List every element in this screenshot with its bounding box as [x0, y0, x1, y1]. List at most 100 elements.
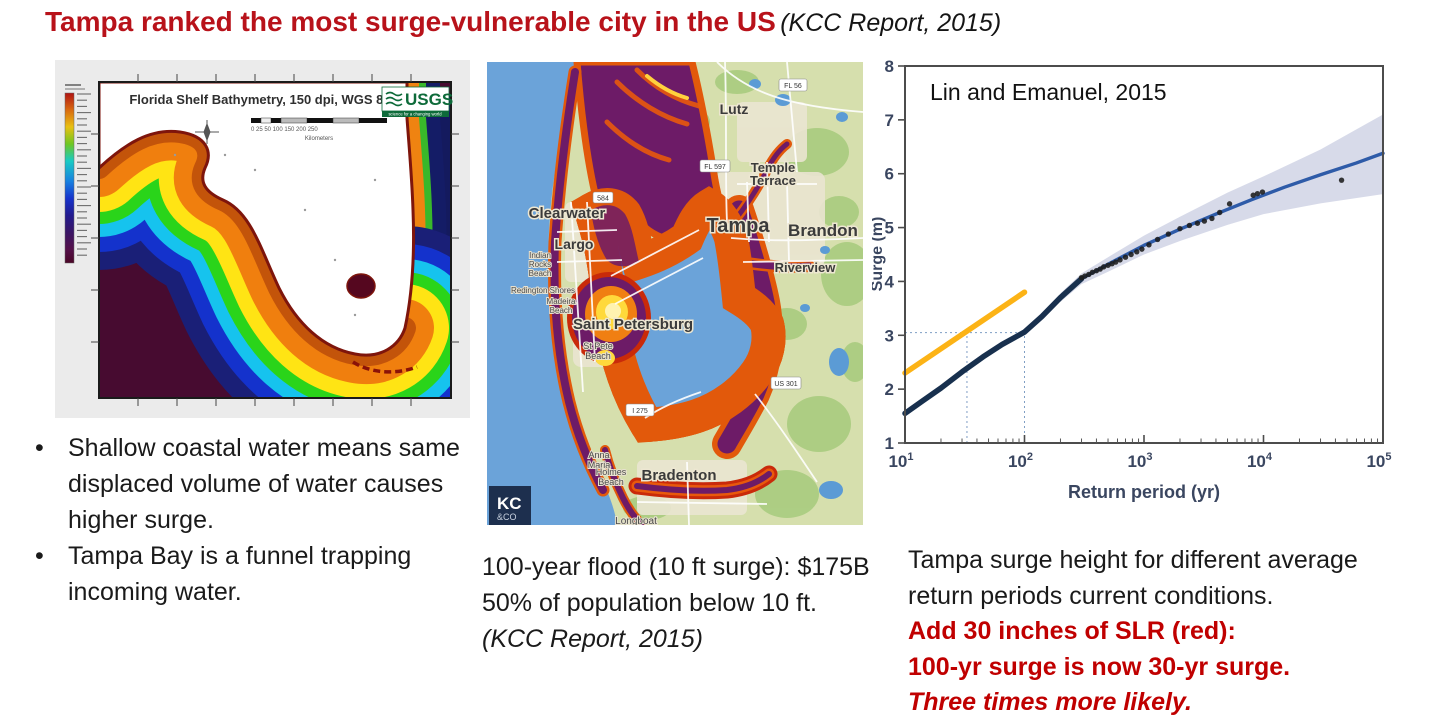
scale-label: Kilometers — [305, 136, 333, 142]
observation-point — [1259, 189, 1266, 195]
y-tick-label: 6 — [885, 165, 894, 184]
title-citation: (KCC Report, 2015) — [780, 9, 1001, 37]
observation-point — [1146, 242, 1152, 248]
city-label-longboat: Longboat — [615, 516, 657, 525]
observation-point — [1134, 249, 1140, 255]
surge-text-red1: Add 30 inches of SLR (red): — [908, 617, 1236, 645]
flood-caption: 100-year flood (10 ft surge): $175B 50% … — [482, 549, 870, 657]
observation-point — [1113, 259, 1119, 265]
bullet-icon: • — [35, 434, 44, 462]
observation-point — [1100, 264, 1107, 270]
confidence-band — [1060, 114, 1383, 302]
shield-fl584: 584 — [597, 196, 609, 203]
y-tick-label: 4 — [885, 272, 895, 291]
x-tick-label: 101 — [888, 451, 913, 471]
surge-text-block: Tampa surge height for different average… — [908, 543, 1428, 719]
road-shields: FL 56 FL 597 584 US 301 I 275 — [592, 78, 808, 417]
city-label-temple-2: Terrace — [750, 173, 796, 188]
surge-chart-panel: 1 2 3 4 5 6 7 8 101 102 103 104 105 Lin and Emanuel, … — [869, 48, 1429, 518]
usgs-logo: USGS science for a changing world — [381, 86, 453, 117]
observation-point — [1250, 192, 1256, 198]
observation-point — [1226, 201, 1233, 207]
usgs-tagline: science for a changing world — [388, 112, 442, 117]
city-label-tampa: Tampa — [707, 215, 771, 237]
observation-point — [1209, 215, 1215, 222]
x-tick-label: 104 — [1247, 451, 1273, 471]
bullet-icon: • — [35, 542, 44, 570]
surge-text-red3: Three times more likely. — [908, 688, 1192, 716]
observation-point — [1128, 251, 1134, 258]
city-label-lutz: Lutz — [720, 101, 749, 117]
y-tick-label: 8 — [885, 57, 894, 76]
depth-legend-labels — [77, 93, 91, 256]
x-tick-label: 102 — [1008, 451, 1033, 471]
city-labels: Lutz Temple Terrace Tampa Brandon Clearw… — [510, 100, 859, 529]
compass-icon — [195, 120, 219, 144]
y-tick-label: 3 — [885, 326, 894, 345]
y-tick-label: 2 — [885, 380, 894, 399]
st-petersburg-flood-rings — [567, 272, 651, 366]
city-label-temple-1: Temple — [751, 160, 796, 175]
city-label-st-pete-2: Beach — [585, 351, 611, 361]
bathymetry-panel: Florida Shelf Bathymetry, 150 dpi, WGS 8… — [55, 60, 470, 418]
observation-point — [1254, 190, 1261, 197]
county-markers — [173, 153, 377, 317]
flood-map-panel: FL 56 FL 597 584 US 301 I 275 Lutz Templ… — [487, 58, 873, 529]
observation-point — [1139, 246, 1145, 252]
scale-bar: 0 25 50 100 150 200 250 Kilometers — [251, 117, 387, 142]
city-label-brandon: Brandon — [788, 221, 858, 240]
shield-fl56: FL 56 — [784, 83, 802, 90]
city-label-madeira-1: Madeira — [547, 297, 576, 306]
observation-point — [1177, 225, 1183, 232]
city-label-clearwater: Clearwater — [529, 205, 606, 222]
observation-point — [1117, 257, 1123, 263]
city-label-holmes-2: Beach — [598, 477, 624, 487]
observation-point — [1194, 220, 1201, 226]
city-label-anna-1: Anna — [588, 450, 609, 460]
kcco-logo-kc: KC — [497, 494, 522, 513]
depth-legend — [64, 84, 85, 264]
flood-caption-line1: 100-year flood (10 ft surge): $175B — [482, 553, 870, 581]
x-tick-label: 103 — [1127, 451, 1152, 471]
shield-i275: I 275 — [632, 408, 648, 415]
map-frame — [98, 81, 452, 399]
usgs-wave-icon — [385, 91, 403, 107]
observation-point — [1154, 236, 1161, 243]
observation-point — [1216, 209, 1223, 216]
bullet-item: • Tampa Bay is a funnel trapping incomin… — [35, 538, 465, 610]
observation-point — [1165, 231, 1172, 237]
surge-chart-svg: 1 2 3 4 5 6 7 8 101 102 103 104 105 Lin and Emanuel, … — [869, 57, 1392, 502]
y-tick-label: 1 — [885, 434, 894, 453]
shield-us301: US 301 — [774, 381, 797, 388]
city-label-indian-1: Indian — [529, 251, 551, 260]
usgs-logo-text: USGS — [405, 90, 453, 109]
city-label-bradenton: Bradenton — [642, 467, 717, 484]
city-label-indian-2: Rocks — [529, 260, 551, 269]
title-citation-text: (KCC Report, 2015) — [780, 9, 1002, 37]
city-label-madeira-2: Beach — [550, 306, 573, 315]
observation-point — [1089, 269, 1096, 275]
bathymetry-map-svg: Florida Shelf Bathymetry, 150 dpi, WGS 8… — [55, 60, 470, 418]
city-label-largo: Largo — [555, 236, 594, 252]
surge-text-red2: 100-yr surge is now 30-yr surge. — [908, 652, 1291, 681]
scale-ticks: 0 25 50 100 150 200 250 — [251, 127, 318, 133]
old-tampa-bay-flooded — [591, 205, 639, 267]
florida-land — [99, 82, 416, 357]
chart-x-axis-label: Return period (yr) — [1068, 482, 1220, 502]
florida-keys — [352, 360, 418, 374]
surge-text-black: Tampa surge height for different average… — [908, 546, 1358, 610]
graticule-ticks — [91, 74, 459, 406]
y-tick-label: 5 — [885, 219, 894, 238]
bullet-list: • Shallow coastal water means same displ… — [35, 430, 465, 610]
surge-curve-dark-segment — [902, 275, 1085, 417]
flood-map-svg: FL 56 FL 597 584 US 301 I 275 Lutz Templ… — [487, 58, 873, 529]
flood-caption-line2: 50% of population below 10 ft. — [482, 589, 817, 617]
bathy-map-title: Florida Shelf Bathymetry, 150 dpi, WGS 8… — [129, 92, 391, 107]
kcco-logo: KC &CO — [489, 486, 531, 525]
lake-okeechobee — [346, 273, 376, 299]
flood-caption-citation: (KCC Report, 2015) — [482, 625, 703, 653]
gulf-of-mexico-water — [487, 62, 617, 525]
kcco-logo-co: &CO — [497, 512, 517, 522]
city-label-riverview: Riverview — [775, 260, 837, 275]
